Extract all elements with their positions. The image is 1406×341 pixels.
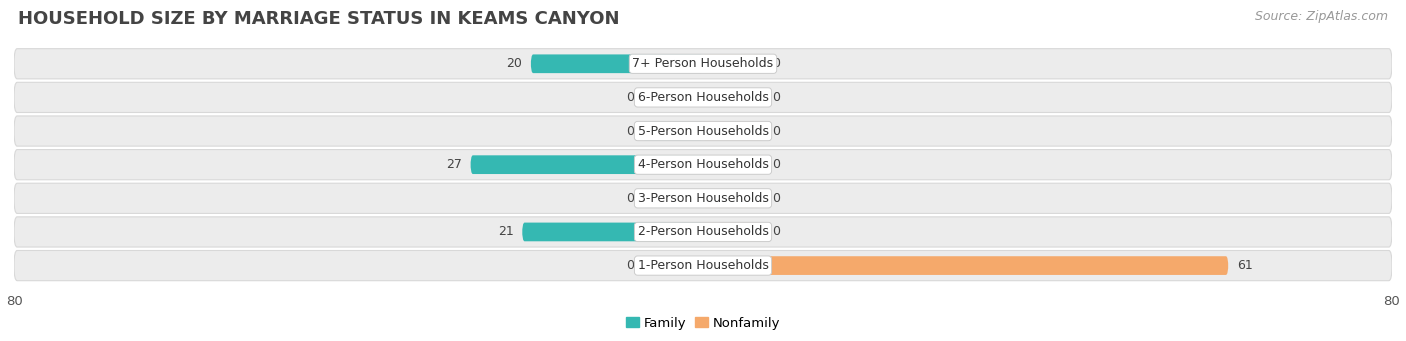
Text: 0: 0 [772, 225, 780, 238]
Text: 0: 0 [772, 124, 780, 137]
Text: 27: 27 [446, 158, 461, 171]
Text: HOUSEHOLD SIZE BY MARRIAGE STATUS IN KEAMS CANYON: HOUSEHOLD SIZE BY MARRIAGE STATUS IN KEA… [18, 10, 620, 28]
FancyBboxPatch shape [703, 55, 763, 73]
FancyBboxPatch shape [14, 49, 1392, 79]
Text: 5-Person Households: 5-Person Households [637, 124, 769, 137]
FancyBboxPatch shape [14, 217, 1392, 247]
FancyBboxPatch shape [703, 223, 763, 241]
FancyBboxPatch shape [14, 82, 1392, 113]
FancyBboxPatch shape [531, 55, 703, 73]
Legend: Family, Nonfamily: Family, Nonfamily [620, 311, 786, 335]
FancyBboxPatch shape [14, 116, 1392, 146]
Text: 80: 80 [1384, 295, 1400, 308]
Text: 0: 0 [626, 124, 634, 137]
FancyBboxPatch shape [14, 150, 1392, 180]
Text: 7+ Person Households: 7+ Person Households [633, 57, 773, 70]
FancyBboxPatch shape [703, 88, 763, 107]
FancyBboxPatch shape [703, 155, 763, 174]
Text: 2-Person Households: 2-Person Households [637, 225, 769, 238]
FancyBboxPatch shape [643, 189, 703, 208]
FancyBboxPatch shape [14, 183, 1392, 213]
FancyBboxPatch shape [703, 189, 763, 208]
Text: 4-Person Households: 4-Person Households [637, 158, 769, 171]
Text: 3-Person Households: 3-Person Households [637, 192, 769, 205]
Text: 20: 20 [506, 57, 522, 70]
Text: 0: 0 [626, 192, 634, 205]
Text: Source: ZipAtlas.com: Source: ZipAtlas.com [1254, 10, 1388, 23]
Text: 1-Person Households: 1-Person Households [637, 259, 769, 272]
Text: 0: 0 [772, 57, 780, 70]
Text: 0: 0 [626, 91, 634, 104]
FancyBboxPatch shape [14, 251, 1392, 281]
FancyBboxPatch shape [522, 223, 703, 241]
FancyBboxPatch shape [703, 256, 1229, 275]
Text: 0: 0 [626, 259, 634, 272]
FancyBboxPatch shape [471, 155, 703, 174]
FancyBboxPatch shape [643, 122, 703, 140]
FancyBboxPatch shape [703, 122, 763, 140]
Text: 21: 21 [498, 225, 513, 238]
Text: 61: 61 [1237, 259, 1253, 272]
Text: 80: 80 [6, 295, 22, 308]
Text: 0: 0 [772, 91, 780, 104]
Text: 0: 0 [772, 192, 780, 205]
Text: 6-Person Households: 6-Person Households [637, 91, 769, 104]
FancyBboxPatch shape [643, 88, 703, 107]
FancyBboxPatch shape [643, 256, 703, 275]
Text: 0: 0 [772, 158, 780, 171]
